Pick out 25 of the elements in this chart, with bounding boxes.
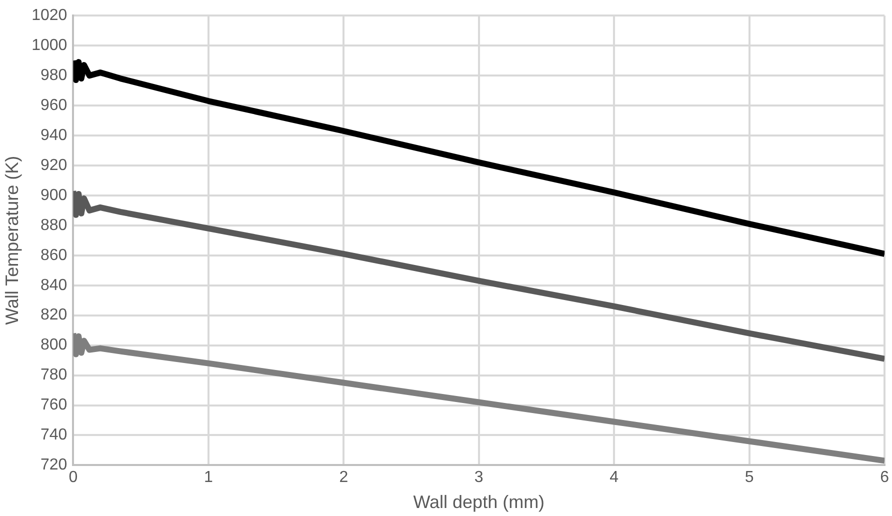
- y-tick-label: 900: [40, 186, 68, 204]
- y-tick-label: 780: [40, 366, 68, 384]
- y-tick-label: 840: [40, 276, 68, 294]
- x-axis-title: Wall depth (mm): [413, 492, 545, 512]
- y-tick-label: 1020: [32, 7, 68, 24]
- y-axis-title: Wall Temperature (K): [2, 156, 22, 325]
- y-tick-label: 920: [40, 156, 68, 174]
- x-tick-label: 6: [880, 469, 890, 486]
- y-tick-label: 1000: [32, 36, 68, 54]
- y-tick-label: 940: [40, 126, 68, 144]
- y-tick-label: 800: [40, 336, 68, 354]
- y-tick-label: 860: [40, 246, 68, 264]
- x-tick-label: 5: [744, 469, 754, 486]
- y-tick-label: 960: [40, 96, 68, 114]
- y-tick-label: 980: [40, 66, 68, 84]
- y-tick-label: 820: [40, 306, 68, 324]
- y-tick-label: 880: [40, 216, 68, 234]
- x-tick-label: 3: [474, 469, 484, 486]
- y-tick-label: 760: [40, 396, 68, 414]
- x-tick-label: 4: [610, 469, 619, 486]
- x-tick-label: 0: [68, 469, 78, 486]
- y-tick-label: 740: [40, 426, 68, 444]
- x-tick-label: 1: [204, 469, 213, 486]
- x-tick-label: 2: [339, 469, 348, 486]
- y-tick-label: 720: [40, 456, 68, 474]
